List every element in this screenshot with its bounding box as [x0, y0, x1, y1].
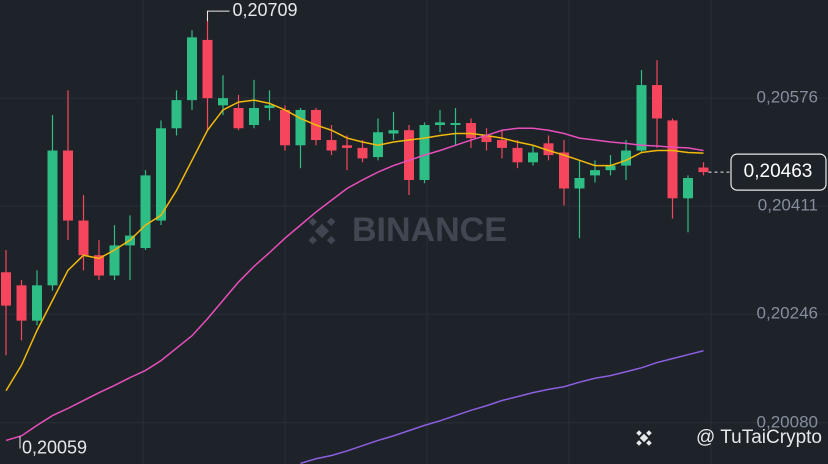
moving-average-line	[5, 99, 704, 392]
candle-body	[605, 165, 616, 171]
candle-body	[233, 107, 244, 129]
candle-body	[78, 220, 89, 256]
candle-body	[202, 39, 213, 99]
candle-body	[667, 120, 678, 199]
moving-average-line	[300, 350, 704, 464]
candle-body	[621, 150, 631, 166]
candle-body	[512, 147, 523, 163]
last-price-label: 0,20463	[744, 161, 813, 182]
candle-body	[187, 37, 197, 101]
candle-body	[450, 123, 461, 125]
candle-body	[140, 175, 151, 249]
candle-body	[94, 255, 104, 276]
candle-body	[326, 140, 337, 151]
candle-body	[497, 140, 507, 148]
candle-body	[652, 85, 662, 119]
candle-body	[528, 152, 538, 163]
candle-body	[590, 170, 600, 176]
candle-body	[574, 178, 585, 189]
last-price-box	[730, 153, 827, 191]
candle-body	[16, 285, 27, 321]
vertical-grid	[142, 0, 712, 464]
candle-body	[109, 245, 120, 276]
candle-body	[683, 178, 693, 199]
candle-body	[218, 98, 228, 106]
candle-body	[264, 105, 275, 108]
candle-body	[32, 285, 42, 321]
y-tick-label: 0,20080	[757, 412, 818, 431]
candle-body	[295, 109, 306, 146]
y-tick-label: 0,20576	[757, 88, 818, 107]
credit: @ TuTaiCrypto	[696, 427, 822, 448]
candle-body	[404, 130, 414, 180]
candle-body	[543, 143, 554, 156]
candle-body	[280, 109, 290, 146]
candle-body	[249, 107, 259, 125]
y-tick-label: 0,20411	[758, 196, 818, 215]
candle-body	[1, 272, 11, 306]
candle-body	[419, 124, 430, 180]
candle-body	[171, 100, 182, 129]
high-pointer	[207, 10, 230, 22]
candle-body	[388, 130, 399, 134]
candle-body	[636, 85, 647, 151]
candle-body	[357, 147, 368, 159]
y-tick-label: 0,20246	[757, 304, 818, 323]
candle-body	[481, 135, 492, 143]
candle-body	[47, 150, 58, 286]
candle-body	[559, 152, 569, 189]
candle-body	[698, 167, 709, 173]
moving-average-line	[5, 127, 704, 442]
candle-body	[156, 128, 166, 221]
high-label: 0,20709	[233, 0, 298, 20]
low-label: 0,20059	[22, 437, 87, 457]
candle-body	[63, 150, 73, 221]
candle-body	[342, 145, 352, 148]
candle-body	[466, 123, 476, 139]
watermark-text: BINANCE	[352, 211, 507, 249]
candle-body	[435, 122, 445, 125]
